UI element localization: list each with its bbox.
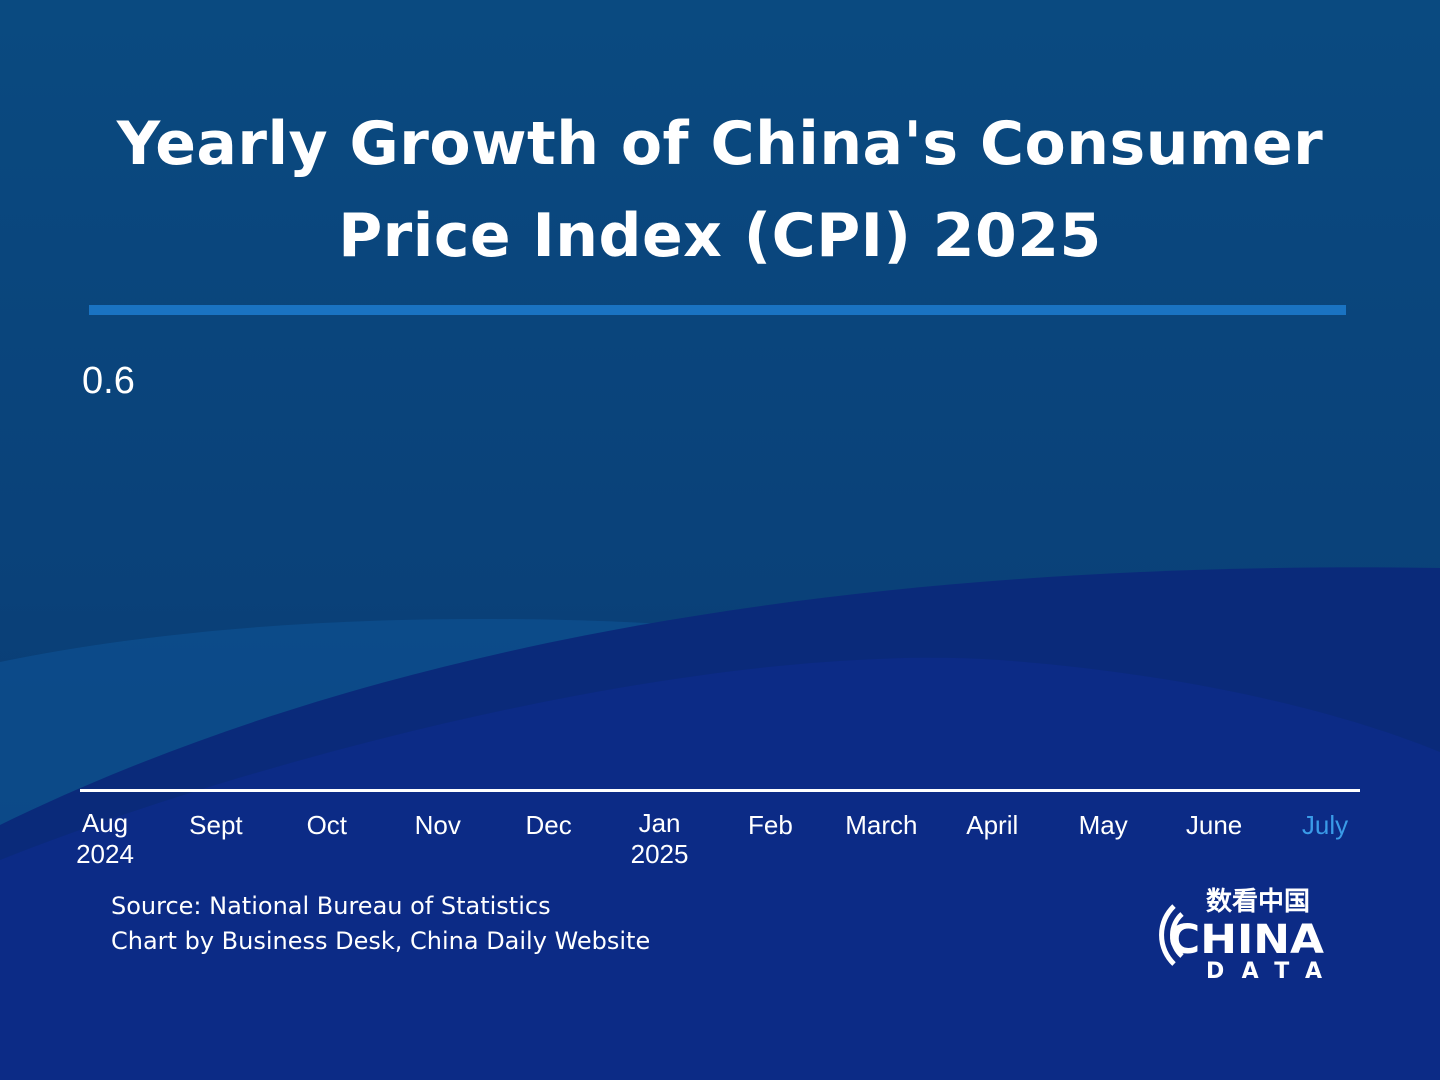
source-text: Source: National Bureau of Statistics [111,892,551,920]
logo-arc-inner [1170,912,1184,958]
x-tick-label-may: May [1023,810,1183,841]
x-axis-line [80,789,1360,792]
chart-title-line2: Price Index (CPI) 2025 [338,201,1102,271]
x-tick-label-nov: Nov [358,810,518,841]
logo-chinese-text: 数看中国 [1206,887,1310,917]
x-tick-year: 2025 [630,839,689,869]
chart-title-line1: Yearly Growth of China's Consumer [116,109,1324,179]
x-tick-month: April [966,810,1019,840]
chart-title: Yearly Growth of China's Consumer Price … [60,98,1380,282]
x-tick-label-feb: Feb [690,810,850,841]
logo-word-china: CHINA [1168,917,1324,963]
x-tick-label-jan-2025: Jan 2025 [580,808,740,870]
x-tick-month: Oct [306,810,348,840]
title-divider [89,305,1346,315]
x-tick-month: Jan [638,808,681,838]
x-tick-label-march: March [801,810,961,841]
x-tick-label-july: July [1245,810,1405,841]
china-data-logo: 数看中国 CHINA DATA [1159,887,1324,984]
x-tick-label-june: June [1134,810,1294,841]
credit-text: Chart by Business Desk, China Daily Webs… [111,927,651,955]
source-block: Source: National Bureau of Statistics Ch… [111,889,650,959]
x-tick-month: May [1078,810,1128,840]
x-tick-label-sept: Sept [136,810,296,841]
x-tick-label-april: April [912,810,1072,841]
x-tick-month: July [1301,810,1349,840]
x-tick-month: Sept [189,810,243,840]
x-tick-month: Aug [81,808,129,838]
x-tick-label-aug-2024: Aug 2024 [25,808,185,870]
x-tick-month: Nov [414,810,461,840]
x-tick-month: March [845,810,918,840]
data-label-aug-2024: 0.6 [82,360,135,402]
logo-arc-outer [1159,904,1176,966]
x-tick-label-oct: Oct [247,810,407,841]
x-tick-month: Feb [748,810,793,840]
x-tick-month: June [1185,810,1243,840]
wave-bottom [0,657,1440,1080]
x-tick-month: Dec [525,810,572,840]
x-tick-label-dec: Dec [469,810,629,841]
x-tick-year: 2024 [76,839,134,869]
